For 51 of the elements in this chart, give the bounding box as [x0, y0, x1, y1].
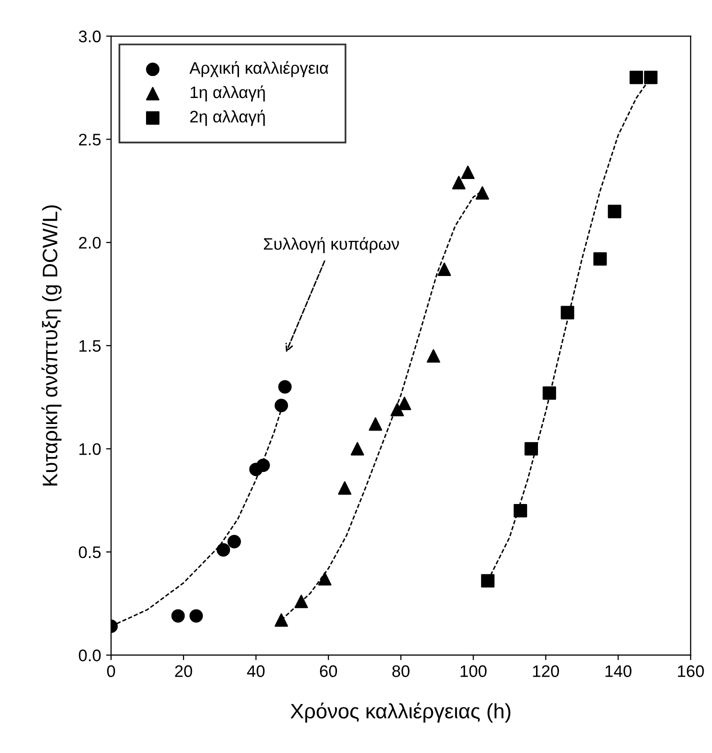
point: [294, 594, 308, 608]
point: [228, 534, 241, 548]
point: [481, 574, 494, 588]
point: [390, 402, 404, 416]
y-tick-label: 2.5: [79, 134, 101, 146]
x-tick-label: 120: [533, 665, 559, 678]
point: [350, 442, 364, 456]
y-tick-label: 0.5: [78, 546, 101, 558]
x-tick-label: 40: [247, 665, 265, 678]
annotation: Συλλογή κυπάρων: [264, 237, 399, 254]
y-tick-label: 3.0: [78, 30, 101, 42]
y-axis-title: Κυταρική ανάπτυξη (g DCW/L): [41, 205, 62, 486]
point: [461, 166, 475, 180]
x-tick-label: 160: [678, 665, 704, 678]
point: [278, 380, 292, 394]
y-tick-label: 1.5: [79, 340, 101, 352]
point: [368, 417, 382, 431]
x-tick-label: 80: [392, 665, 410, 678]
y-tick-label: 0.0: [78, 650, 101, 662]
y-tick-label: 1.0: [79, 443, 101, 455]
point: [644, 70, 658, 84]
point: [338, 481, 352, 495]
legend-label: Αρχική καλλιέργεια: [189, 61, 328, 78]
x-tick-label: 140: [606, 665, 632, 678]
legend-label: 2η αλλαγή: [190, 110, 265, 126]
x-tick-label: 20: [175, 665, 192, 678]
point: [560, 306, 574, 320]
point: [189, 609, 203, 623]
point: [274, 398, 288, 412]
x-tick-label: 0: [107, 665, 116, 678]
x-tick-label: 100: [460, 665, 487, 678]
point: [398, 396, 412, 410]
y-tick-label: 2.0: [79, 236, 101, 249]
x-axis-title: Χρόνος καλλιέργειας (h): [290, 702, 510, 723]
point: [426, 349, 440, 363]
point: [318, 572, 332, 586]
point: [514, 504, 528, 518]
point: [438, 262, 452, 276]
point: [274, 613, 288, 627]
x-tick-label: 60: [320, 665, 338, 678]
point: [593, 252, 607, 266]
point: [476, 186, 490, 200]
point: [256, 458, 270, 472]
point: [216, 543, 230, 557]
point: [542, 386, 556, 400]
point: [452, 176, 466, 190]
point: [171, 609, 185, 623]
point: [630, 70, 644, 84]
legend-label: 1η αλλαγή: [190, 85, 265, 102]
point: [524, 442, 538, 456]
point: [608, 204, 622, 218]
